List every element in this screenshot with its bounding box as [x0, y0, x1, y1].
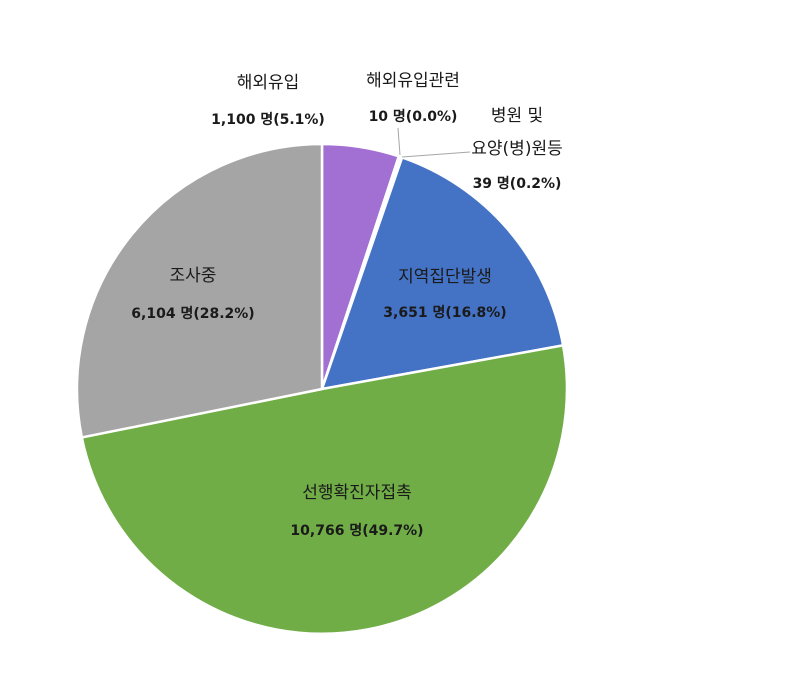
pie-slice-5	[80, 344, 569, 635]
slice-label-name-1: 해외유입	[237, 73, 300, 93]
slice-label-name-2: 해외유입관련	[366, 71, 460, 91]
slice-label-value-2: 10 명(0.0%)	[369, 108, 458, 125]
slice-label-name-3-line-2: 요양(병)원등	[471, 139, 562, 159]
pie-slice-4	[320, 156, 565, 391]
slice-label-value-3: 39 명(0.2%)	[473, 175, 562, 192]
slice-label-name-6: 조사중	[170, 266, 217, 286]
slice-label-value-4: 3,651 명(16.8%)	[383, 304, 506, 321]
slice-label-value-5: 10,766 명(49.7%)	[290, 522, 423, 539]
leader-line-2	[397, 127, 401, 156]
slice-label-name-3-line-1: 병원 및	[491, 106, 543, 126]
slice-label-name-5: 선행확진자접촉	[302, 483, 411, 503]
leader-lines	[397, 127, 471, 158]
pie-slices	[75, 142, 569, 635]
slice-label-value-1: 1,100 명(5.1%)	[211, 111, 325, 128]
slice-label-value-6: 6,104 명(28.2%)	[131, 305, 254, 322]
slice-label-name-4: 지역집단발생	[398, 267, 492, 287]
slice-labels: 해외유입 1,100 명(5.1%) 해외유입관련 10 명(0.0%) 병원 및요양(…	[131, 71, 562, 539]
leader-line-3	[401, 151, 471, 158]
pie-slice-6	[75, 142, 324, 439]
